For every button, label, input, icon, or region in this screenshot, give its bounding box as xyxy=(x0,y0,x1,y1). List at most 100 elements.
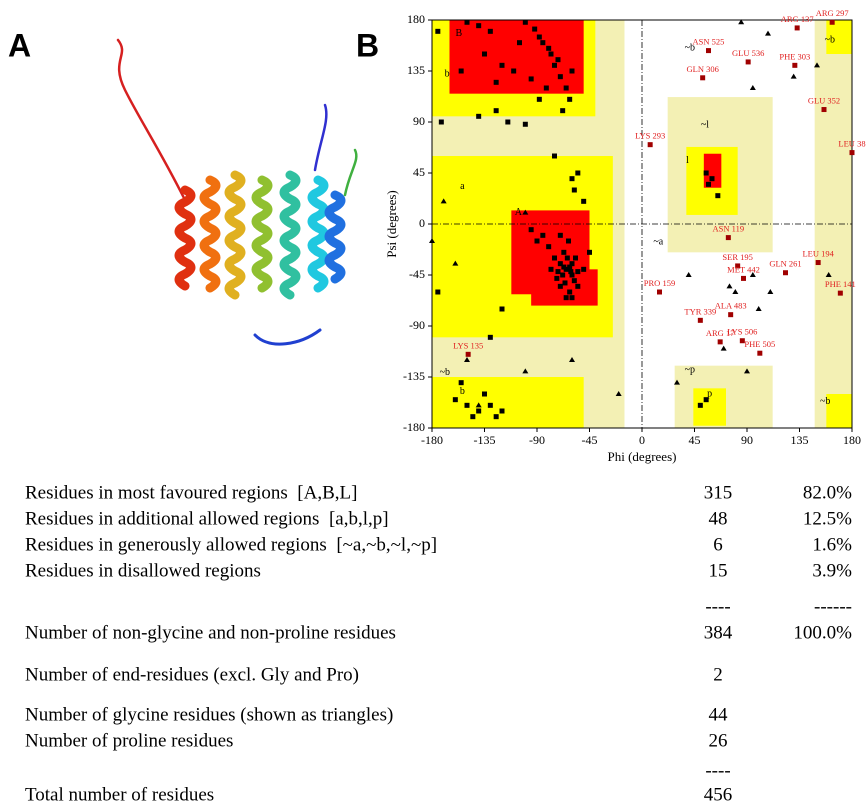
residue-point xyxy=(581,267,586,272)
region xyxy=(432,377,584,428)
row-count: 15 xyxy=(709,560,728,581)
residue-annotation: ARG 297 xyxy=(816,8,849,18)
residue-point xyxy=(505,120,510,125)
residue-point xyxy=(500,63,505,68)
x-tick-label: 90 xyxy=(741,433,753,447)
residue-point xyxy=(563,280,568,285)
residue-point xyxy=(704,397,709,402)
residue-point xyxy=(494,108,499,113)
residue-point xyxy=(529,76,534,81)
row-label: Number of end-residues (excl. Gly and Pr… xyxy=(25,664,359,685)
residue-point xyxy=(575,269,580,274)
y-tick-label: 180 xyxy=(407,12,425,26)
residue-annotation: ARG 137 xyxy=(781,14,814,24)
annotated-point xyxy=(466,352,471,357)
residue-point xyxy=(546,46,551,51)
residue-point xyxy=(573,256,578,261)
y-tick-label: 45 xyxy=(413,165,425,179)
residue-point xyxy=(558,284,563,289)
y-tick-label: 135 xyxy=(407,63,425,77)
residue-point xyxy=(570,69,575,74)
residue-point xyxy=(567,290,572,295)
glycine-point xyxy=(767,289,773,294)
region-label: ~a xyxy=(653,236,663,247)
annotated-point xyxy=(746,59,751,64)
annotated-point xyxy=(698,318,703,323)
annotated-point xyxy=(757,351,762,356)
region-label: ~b xyxy=(820,396,830,407)
row-count: 456 xyxy=(704,784,733,805)
annotated-point xyxy=(792,63,797,68)
y-tick-label: 0 xyxy=(419,216,425,230)
residue-point xyxy=(561,265,566,270)
residue-annotation: GLN 306 xyxy=(686,64,718,74)
residue-point xyxy=(549,52,554,57)
residue-point xyxy=(558,74,563,79)
row-count: 384 xyxy=(704,622,733,643)
row-label: Number of proline residues xyxy=(25,730,233,751)
residue-annotation: SER 195 xyxy=(722,252,752,262)
residue-point xyxy=(523,122,528,127)
residue-point xyxy=(715,193,720,198)
region xyxy=(450,20,584,94)
x-tick-label: 135 xyxy=(791,433,809,447)
row-label: Number of glycine residues (shown as tri… xyxy=(25,704,393,725)
y-tick-label: 90 xyxy=(413,114,425,128)
row-percent: 3.9% xyxy=(812,560,852,581)
residue-point xyxy=(532,27,537,32)
residue-annotation: GLU 352 xyxy=(808,95,840,105)
residue-point xyxy=(546,244,551,249)
row-percent: 12.5% xyxy=(803,508,852,529)
residue-point xyxy=(552,154,557,159)
residue-point xyxy=(535,239,540,244)
residue-point xyxy=(544,86,549,91)
x-tick-label: -135 xyxy=(474,433,496,447)
region-label: ~l xyxy=(701,120,709,131)
residue-point xyxy=(564,86,569,91)
residue-point xyxy=(488,403,493,408)
residue-point xyxy=(494,414,499,419)
residue-point xyxy=(561,250,566,255)
panel-label: A xyxy=(8,27,31,63)
residue-point xyxy=(537,97,542,102)
row-count: 26 xyxy=(709,730,728,751)
annotated-point xyxy=(822,107,827,112)
glycine-point xyxy=(765,31,771,36)
residue-point xyxy=(453,397,458,402)
residue-point xyxy=(549,267,554,272)
residue-point xyxy=(500,307,505,312)
row-count: 48 xyxy=(709,508,728,529)
region-label: b xyxy=(460,386,465,397)
region-label: ~p xyxy=(685,364,695,375)
x-tick-label: 0 xyxy=(639,433,645,447)
y-axis-label: Psi (degrees) xyxy=(384,190,399,258)
row-label: Number of non-glycine and non-proline re… xyxy=(25,622,396,643)
residue-annotation: GLN 261 xyxy=(769,259,801,269)
glycine-point xyxy=(750,85,756,90)
residue-point xyxy=(488,335,493,340)
region-label: l xyxy=(686,155,689,166)
residue-point xyxy=(465,403,470,408)
residue-point xyxy=(706,182,711,187)
residue-point xyxy=(566,239,571,244)
residue-point xyxy=(570,261,575,266)
residue-point xyxy=(570,295,575,300)
residue-point xyxy=(435,29,440,34)
residue-point xyxy=(556,57,561,62)
residue-point xyxy=(581,199,586,204)
annotated-point xyxy=(783,270,788,275)
residue-point xyxy=(558,233,563,238)
annotated-point xyxy=(741,276,746,281)
row-percent: 82.0% xyxy=(803,482,852,503)
protein-structure xyxy=(118,40,356,344)
residue-point xyxy=(476,114,481,119)
x-tick-label: 45 xyxy=(689,433,701,447)
residue-annotation: TYR 339 xyxy=(684,306,716,316)
residue-annotation: LYS 506 xyxy=(727,327,757,337)
residue-annotation: MET 442 xyxy=(727,264,760,274)
residue-point xyxy=(494,80,499,85)
row-label: Total number of residues xyxy=(25,784,214,805)
row-count: ---- xyxy=(705,760,730,781)
row-label: Residues in most favoured regions [A,B,L… xyxy=(25,482,357,503)
x-tick-label: -90 xyxy=(529,433,545,447)
